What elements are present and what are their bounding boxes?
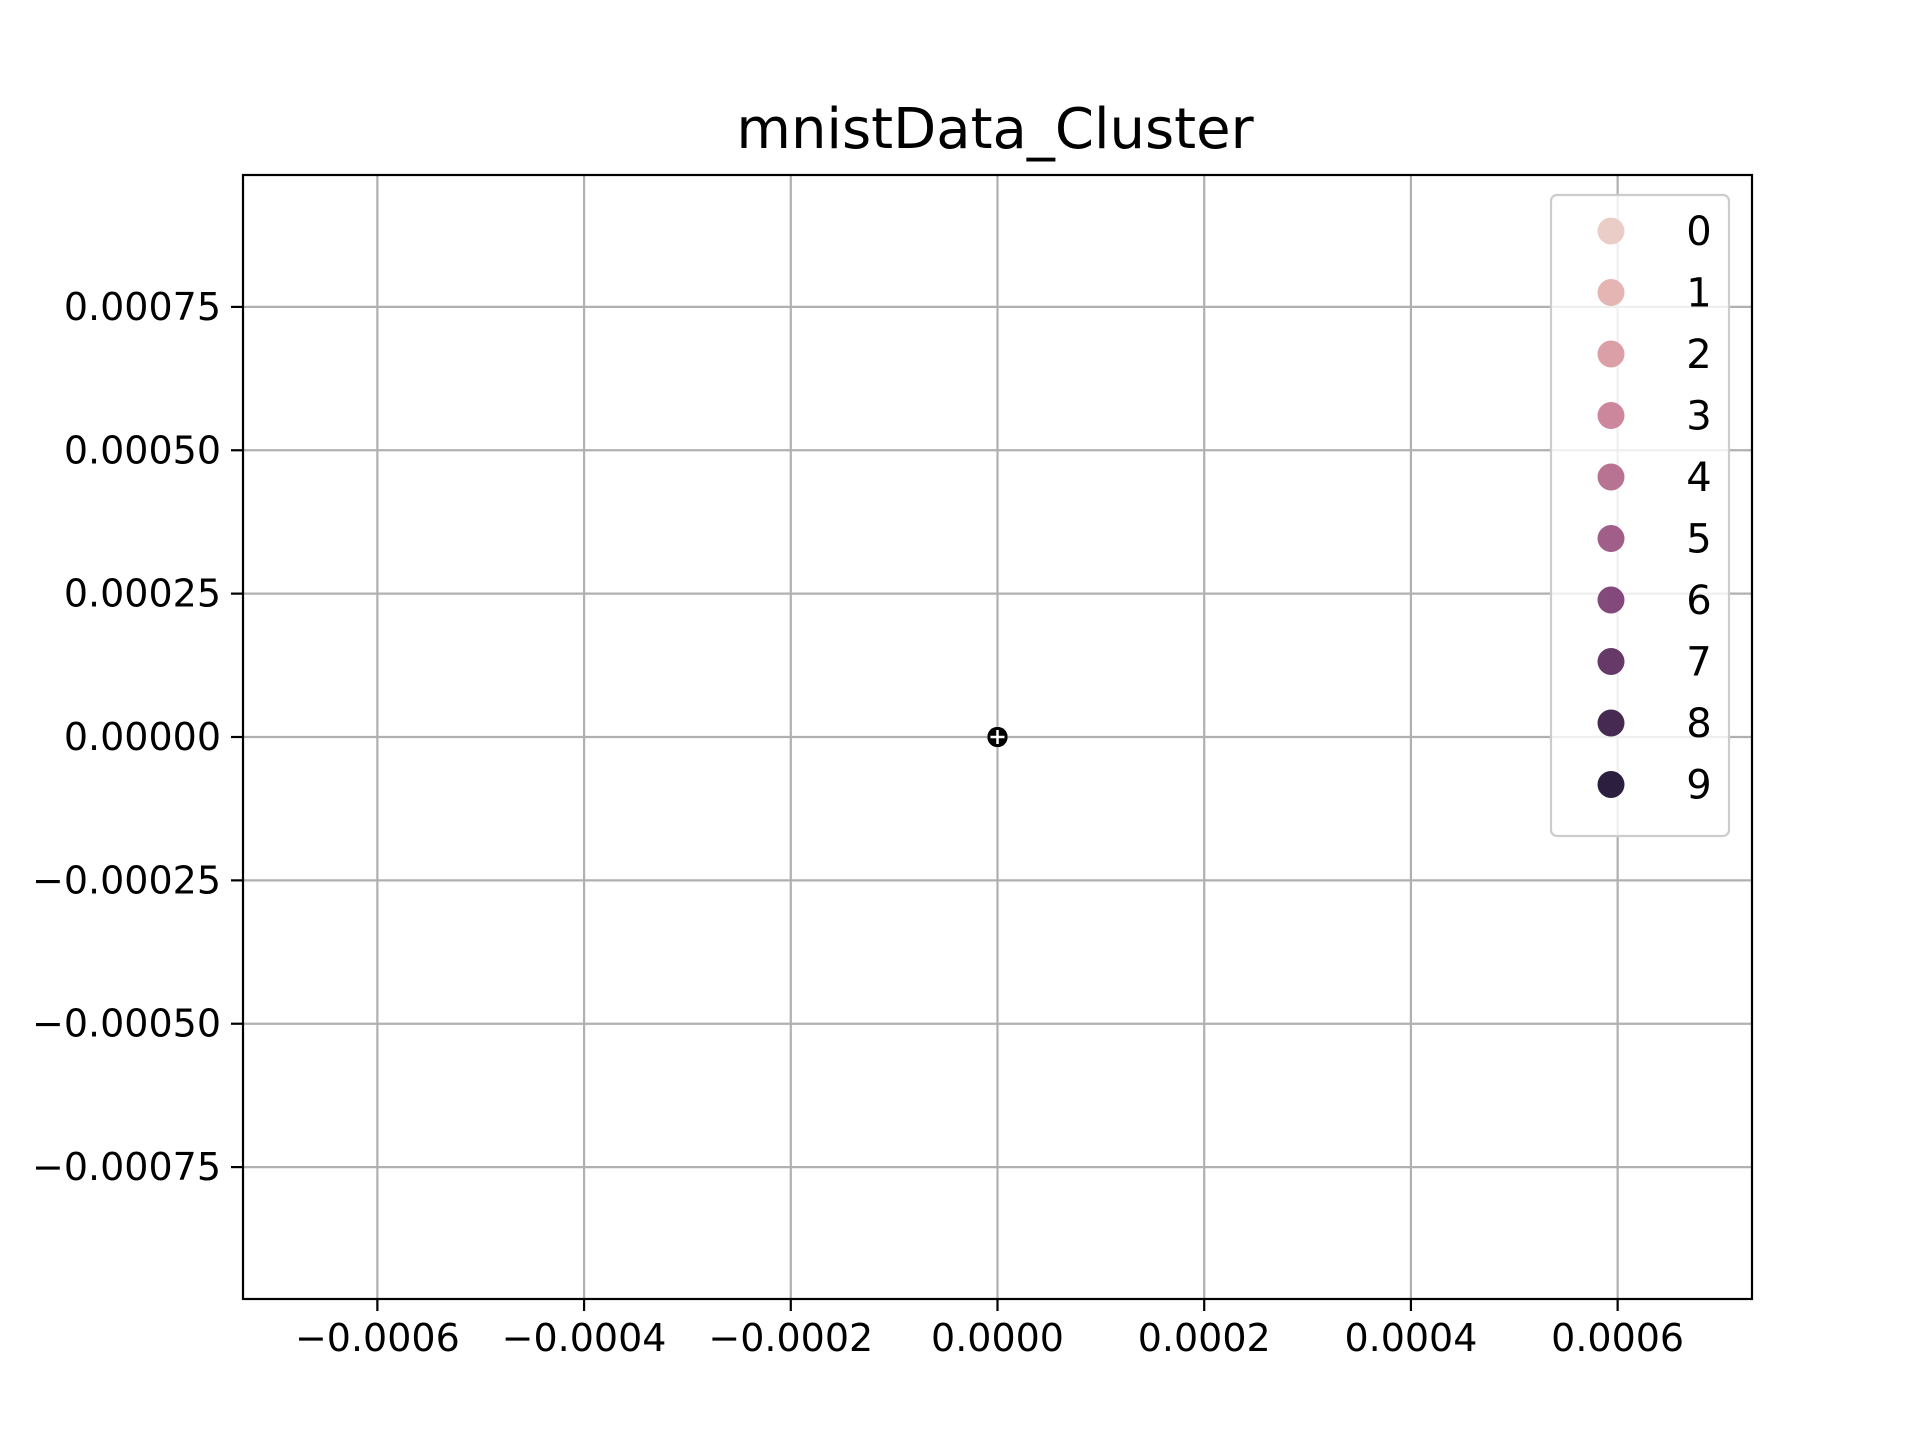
legend-marker-6 (1597, 586, 1625, 614)
y-axis-ticks: 0.00075 0.00050 0.00025 0.00000 −0.00025 −0.0… (32, 285, 243, 1189)
legend-label-5: 5 (1686, 517, 1711, 563)
legend-marker-7 (1597, 648, 1625, 675)
data-layer (987, 727, 1008, 747)
x-tick-label: −0.0002 (708, 1316, 873, 1360)
legend-label-8: 8 (1686, 701, 1711, 747)
legend: 0 1 2 3 4 5 6 7 8 9 (1549, 193, 1731, 838)
legend-marker-4 (1597, 463, 1625, 491)
y-tick-label: 0.00050 (64, 428, 221, 472)
legend-label-2: 2 (1686, 332, 1711, 378)
legend-marker-8 (1597, 709, 1625, 737)
y-tick-label: 0.00000 (64, 715, 221, 759)
legend-marker-0 (1597, 217, 1625, 245)
legend-label-1: 1 (1686, 271, 1711, 317)
legend-marker-3 (1597, 402, 1625, 429)
legend-label-3: 3 (1686, 394, 1711, 440)
legend-marker-5 (1597, 525, 1625, 552)
legend-label-6: 6 (1686, 578, 1711, 624)
x-tick-label: 0.0004 (1344, 1316, 1477, 1360)
y-tick-label: 0.00025 (64, 572, 221, 616)
legend-marker-2 (1597, 340, 1625, 368)
x-tick-label: 0.0006 (1551, 1316, 1684, 1360)
x-tick-label: 0.0002 (1138, 1316, 1271, 1360)
legend-marker-1 (1597, 279, 1625, 306)
y-tick-label: −0.00025 (32, 858, 221, 902)
x-tick-label: −0.0006 (295, 1316, 460, 1360)
legend-label-4: 4 (1686, 455, 1711, 501)
y-tick-label: −0.00075 (32, 1145, 221, 1189)
y-tick-label: 0.00075 (64, 285, 221, 329)
legend-box (1549, 193, 1731, 838)
x-tick-label: 0.0000 (931, 1316, 1064, 1360)
legend-marker-9 (1597, 771, 1625, 798)
chart-title: mnistData_Cluster (736, 97, 1254, 162)
x-tick-label: −0.0004 (502, 1316, 667, 1360)
legend-label-9: 9 (1686, 763, 1711, 809)
legend-label-7: 7 (1686, 640, 1711, 686)
legend-label-0: 0 (1686, 209, 1711, 255)
x-axis-ticks: −0.0006 −0.0004 −0.0002 0.0000 0.0002 0.0004 0… (295, 1299, 1684, 1360)
y-tick-label: −0.00050 (32, 1002, 221, 1046)
